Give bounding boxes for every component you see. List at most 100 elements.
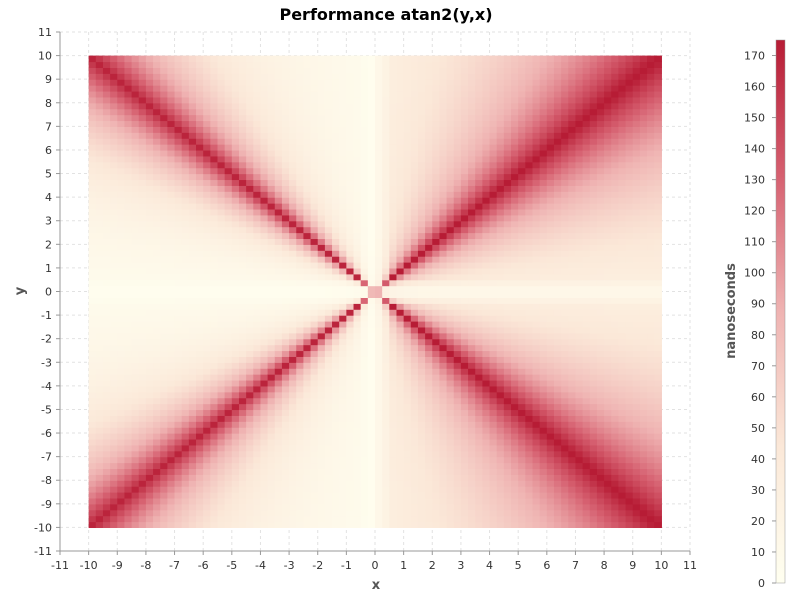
heatmap-cell: [138, 492, 147, 499]
heatmap-cell: [475, 492, 483, 499]
heatmap-cell: [117, 149, 126, 157]
heatmap-cell: [518, 73, 526, 80]
heatmap-cell: [410, 167, 419, 175]
heatmap-cell: [460, 468, 469, 475]
heatmap-cell: [475, 303, 483, 310]
heatmap-cell: [181, 462, 190, 470]
heatmap-cell: [417, 226, 426, 234]
heatmap-cell: [246, 67, 254, 74]
heatmap-cell: [95, 421, 104, 428]
heatmap-cell: [224, 90, 233, 98]
heatmap-cell: [289, 90, 297, 98]
heatmap-cell: [210, 185, 219, 192]
heatmap-cell: [181, 320, 190, 328]
heatmap-cell: [231, 497, 240, 505]
heatmap-cell: [95, 197, 104, 204]
heatmap-cell: [425, 350, 433, 357]
heatmap-cell: [382, 167, 390, 175]
heatmap-cell: [460, 126, 469, 133]
heatmap-cell: [167, 415, 176, 422]
heatmap-cell: [110, 279, 118, 287]
heatmap-cell: [124, 138, 133, 145]
heatmap-cell: [339, 267, 347, 275]
heatmap-cell: [267, 250, 276, 257]
heatmap-cell: [446, 67, 455, 74]
heatmap-cell: [403, 90, 412, 98]
heatmap-cell: [475, 503, 483, 511]
heatmap-cell: [332, 185, 340, 192]
heatmap-cell: [396, 85, 405, 92]
heatmap-cell: [238, 320, 247, 328]
heatmap-cell: [482, 415, 491, 422]
heatmap-cell: [482, 256, 491, 263]
heatmap-cell: [525, 238, 534, 245]
heatmap-cell: [224, 291, 233, 298]
heatmap-cell: [317, 244, 326, 251]
heatmap-cell: [289, 238, 297, 245]
heatmap-cell: [310, 291, 319, 298]
heatmap-cell: [231, 238, 240, 245]
heatmap-cell: [346, 262, 355, 269]
heatmap-cell: [260, 138, 269, 145]
heatmap-cell: [181, 309, 190, 316]
heatmap-cell: [246, 303, 254, 310]
heatmap-cell: [396, 108, 405, 116]
heatmap-cell: [489, 273, 498, 281]
heatmap-cell: [224, 480, 233, 487]
heatmap-cell: [110, 379, 118, 387]
heatmap-cell: [246, 521, 254, 529]
heatmap-cell: [181, 203, 190, 210]
heatmap-cell: [367, 385, 376, 393]
heatmap-cell: [188, 521, 197, 529]
heatmap-cell: [160, 303, 168, 310]
heatmap-cell: [439, 433, 448, 440]
heatmap-cell: [267, 285, 276, 293]
heatmap-cell: [389, 102, 398, 110]
heatmap-cell: [281, 126, 290, 133]
heatmap-cell: [231, 173, 240, 181]
heatmap-cell: [217, 315, 226, 322]
heatmap-cell: [95, 244, 104, 251]
heatmap-cell: [95, 73, 104, 80]
heatmap-cell: [238, 85, 247, 92]
heatmap-cell: [210, 338, 219, 346]
heatmap-cell: [496, 279, 505, 287]
heatmap-cell: [446, 350, 455, 357]
heatmap-cell: [432, 403, 441, 411]
heatmap-cell: [518, 444, 526, 452]
heatmap-cell: [246, 350, 254, 357]
heatmap-cell: [131, 179, 140, 186]
heatmap-cell: [475, 138, 483, 145]
heatmap-cell: [188, 220, 197, 228]
heatmap-cell: [360, 138, 369, 145]
heatmap-cell: [102, 338, 111, 346]
heatmap-cell: [124, 232, 133, 240]
heatmap-cell: [511, 456, 519, 464]
heatmap-cell: [303, 509, 312, 517]
heatmap-cell: [188, 85, 197, 92]
heatmap-cell: [353, 427, 362, 434]
heatmap-cell: [496, 433, 505, 440]
heatmap-cell: [174, 126, 183, 133]
heatmap-cell: [110, 309, 118, 316]
heatmap-cell: [417, 486, 426, 493]
heatmap-cell: [246, 374, 254, 381]
heatmap-cell: [181, 509, 190, 517]
heatmap-cell: [217, 285, 226, 293]
heatmap-cell: [196, 474, 204, 481]
heatmap-cell: [174, 344, 183, 352]
heatmap-cell: [511, 391, 519, 399]
heatmap-cell: [324, 368, 333, 375]
heatmap-cell: [138, 427, 147, 434]
heatmap-cell: [310, 73, 319, 80]
heatmap-cell: [475, 262, 483, 269]
heatmap-cell: [353, 55, 362, 63]
heatmap-cell: [303, 309, 312, 316]
heatmap-cell: [360, 285, 369, 293]
heatmap-cell: [324, 208, 333, 216]
heatmap-cell: [145, 220, 154, 228]
heatmap-cell: [317, 273, 326, 281]
heatmap-cell: [267, 450, 276, 458]
heatmap-cell: [468, 226, 476, 234]
heatmap-cell: [353, 433, 362, 440]
